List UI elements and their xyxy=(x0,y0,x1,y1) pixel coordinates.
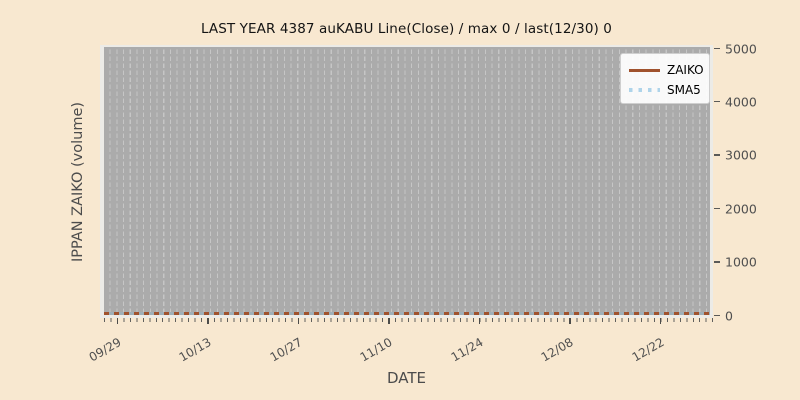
x-tick-label: 10/27 xyxy=(268,335,305,365)
y-tick-label: 1000 xyxy=(725,254,757,270)
zaiko-line-swatch-icon xyxy=(629,68,660,72)
legend-item-sma5: SMA5 xyxy=(629,80,701,100)
legend-label: SMA5 xyxy=(667,83,701,97)
y-tick-mark xyxy=(714,207,720,210)
x-tick-label: 11/24 xyxy=(449,335,486,365)
x-tick-mark xyxy=(207,318,209,324)
x-tick-label: 12/08 xyxy=(539,335,576,365)
y-tick-mark xyxy=(714,314,720,317)
zaiko-sma5-zero-line xyxy=(104,312,710,315)
plot-area xyxy=(100,45,713,318)
x-tick-mark xyxy=(297,318,299,324)
x-axis-label: DATE xyxy=(386,369,427,387)
x-tick-label: 12/22 xyxy=(630,335,667,365)
y-tick-mark xyxy=(714,100,720,103)
y-tick-label: 2000 xyxy=(725,201,757,217)
x-tick-mark xyxy=(116,318,118,324)
y-tick-label: 4000 xyxy=(725,94,757,110)
legend: ZAIKO SMA5 xyxy=(620,53,710,104)
y-tick-mark xyxy=(714,154,720,156)
legend-item-zaiko: ZAIKO xyxy=(629,60,704,80)
x-tick-mark xyxy=(478,318,480,324)
y-tick-label: 5000 xyxy=(725,41,757,56)
x-tick-label: 09/29 xyxy=(87,335,124,365)
x-axis-minor-ticks xyxy=(104,318,713,322)
sma5-dotted-swatch-icon xyxy=(629,88,660,92)
chart-title: LAST YEAR 4387 auKABU Line(Close) / max … xyxy=(201,21,612,37)
x-tick-label: 11/10 xyxy=(358,335,395,365)
x-tick-mark xyxy=(569,318,571,324)
y-tick-label: 3000 xyxy=(725,147,757,163)
x-tick-mark xyxy=(659,318,661,324)
x-tick-mark xyxy=(388,318,390,324)
plot-fill-hatch xyxy=(104,47,710,312)
y-tick-label: 0 xyxy=(725,308,733,323)
x-tick-label: 10/13 xyxy=(177,335,214,365)
y-tick-mark xyxy=(714,261,720,263)
y-tick-mark xyxy=(714,47,720,50)
y-axis-label: IPPAN ZAIKO (volume) xyxy=(70,101,86,263)
legend-label: ZAIKO xyxy=(667,63,704,77)
